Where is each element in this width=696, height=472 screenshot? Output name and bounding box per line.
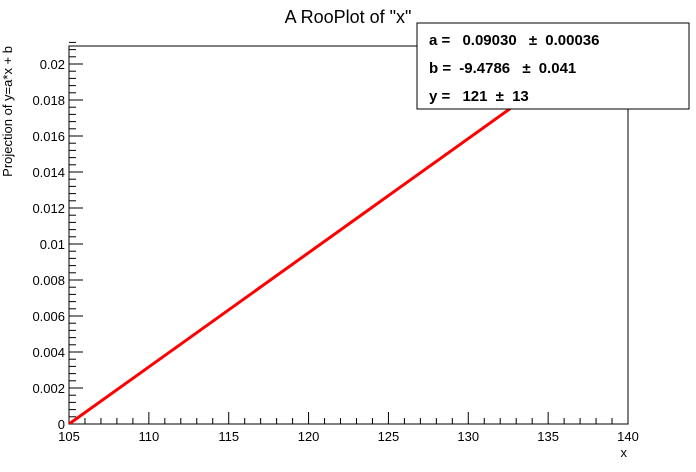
stat-b-value: -9.4786	[459, 60, 510, 77]
stat-b-error: 0.041	[539, 60, 577, 77]
x-tick-label: 125	[378, 429, 400, 444]
y-axis-label: Projection of y=a*x + b	[0, 46, 15, 177]
stat-y-value: 121	[462, 88, 487, 105]
x-tick-label: 105	[58, 429, 80, 444]
stats-box: a = 0.09030 ± 0.00036 b = -9.4786 ± 0.04…	[416, 22, 690, 110]
chart-title: A RooPlot of "x"	[285, 7, 412, 27]
x-tick-label: 115	[218, 429, 239, 444]
plot-frame-rect	[68, 45, 629, 425]
plot-frame	[68, 45, 629, 425]
x-tick-label: 130	[457, 429, 479, 444]
y-tick-label: 0.012	[32, 201, 65, 216]
stat-a: a = 0.09030 ± 0.00036	[429, 32, 600, 49]
y-tick-label: 0.014	[32, 165, 65, 180]
y-tick-label: 0.004	[32, 345, 65, 360]
y-tick-label: 0.01	[40, 237, 65, 252]
stats-box-border	[416, 22, 690, 110]
y-tick-label: 0	[58, 417, 65, 432]
x-axis-label: x	[621, 445, 628, 460]
stat-b: b = -9.4786 ± 0.041	[429, 60, 576, 77]
stat-b-pm: ±	[522, 60, 530, 77]
stat-b-name: b =	[429, 60, 451, 77]
stat-a-error: 0.00036	[545, 32, 599, 49]
x-tick-label: 140	[617, 429, 639, 444]
stat-a-pm: ±	[529, 32, 537, 49]
x-axis: 105 110 115 120 125 130 135 140	[58, 412, 639, 444]
y-tick-label: 0.002	[32, 381, 65, 396]
stat-y: y = 121 ± 13	[429, 88, 529, 105]
y-tick-label: 0.008	[32, 273, 65, 288]
y-axis: 0 0.002 0.004 0.006 0.008 0.01 0.012 0.014 0.016…	[32, 41, 83, 432]
x-tick-label: 135	[537, 429, 559, 444]
y-tick-label: 0.016	[32, 129, 65, 144]
stat-y-name: y =	[429, 88, 451, 105]
y-tick-label: 0.02	[40, 57, 65, 72]
y-tick-label: 0.006	[32, 309, 65, 324]
stat-a-name: a =	[429, 32, 451, 49]
stat-y-pm: ±	[496, 88, 504, 105]
stat-a-value: 0.09030	[462, 32, 516, 49]
x-tick-label: 110	[138, 429, 159, 444]
y-tick-label: 0.018	[32, 93, 65, 108]
x-tick-label: 120	[298, 429, 320, 444]
stat-y-error: 13	[512, 88, 529, 105]
